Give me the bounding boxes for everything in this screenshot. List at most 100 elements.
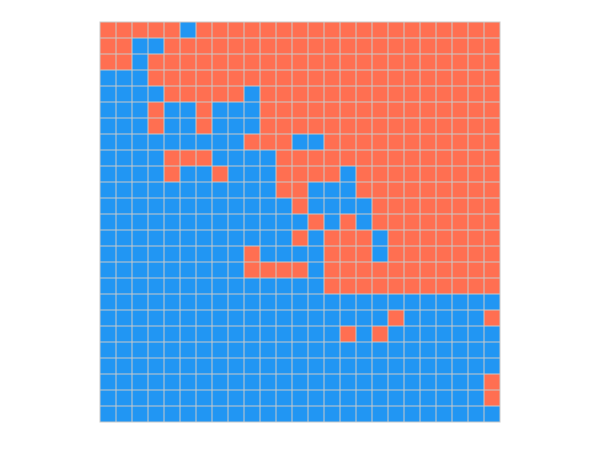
cell <box>99 357 117 375</box>
cell <box>179 325 197 343</box>
cell <box>307 85 325 103</box>
cell <box>323 229 341 247</box>
cell <box>115 325 133 343</box>
cell <box>227 389 245 407</box>
cell <box>323 341 341 359</box>
cell <box>403 149 421 167</box>
cell <box>419 309 437 327</box>
cell <box>419 165 437 183</box>
cell <box>435 357 453 375</box>
cell <box>467 325 485 343</box>
cell <box>163 405 181 423</box>
cell <box>243 213 261 231</box>
cell <box>259 133 277 151</box>
cell <box>275 53 293 71</box>
cell <box>387 405 405 423</box>
cell <box>163 277 181 295</box>
cell <box>339 309 357 327</box>
cell <box>403 213 421 231</box>
cell <box>307 389 325 407</box>
cell <box>131 341 149 359</box>
cell <box>179 85 197 103</box>
cell <box>435 165 453 183</box>
cell <box>195 293 213 311</box>
cell <box>483 149 501 167</box>
cell <box>115 21 133 39</box>
cell <box>275 133 293 151</box>
cell <box>387 229 405 247</box>
cell <box>371 309 389 327</box>
cell <box>451 69 469 87</box>
cell <box>211 85 229 103</box>
cell <box>115 149 133 167</box>
cell <box>291 405 309 423</box>
cell <box>99 53 117 71</box>
cell <box>419 405 437 423</box>
cell <box>323 261 341 279</box>
cell <box>163 85 181 103</box>
cell <box>483 133 501 151</box>
cell <box>371 197 389 215</box>
cell <box>355 389 373 407</box>
cell <box>291 181 309 199</box>
cell <box>483 85 501 103</box>
cell <box>483 165 501 183</box>
cell <box>435 277 453 295</box>
cell <box>195 69 213 87</box>
cell <box>243 21 261 39</box>
cell <box>99 389 117 407</box>
cell <box>259 261 277 279</box>
cell <box>179 181 197 199</box>
cell <box>115 357 133 375</box>
cell <box>371 293 389 311</box>
cell <box>243 293 261 311</box>
cell <box>419 357 437 375</box>
cell <box>147 37 165 55</box>
cell <box>403 373 421 391</box>
cell <box>275 85 293 103</box>
cell <box>435 85 453 103</box>
cell <box>323 85 341 103</box>
cell <box>435 181 453 199</box>
cell <box>179 373 197 391</box>
cell <box>403 133 421 151</box>
cell <box>435 213 453 231</box>
cell <box>371 69 389 87</box>
cell <box>451 389 469 407</box>
cell <box>163 325 181 343</box>
cell <box>403 197 421 215</box>
cell <box>307 245 325 263</box>
cell <box>243 325 261 343</box>
cell <box>339 325 357 343</box>
cell <box>307 69 325 87</box>
cell <box>163 149 181 167</box>
cell <box>483 373 501 391</box>
cell <box>451 37 469 55</box>
cell <box>99 21 117 39</box>
cell <box>211 277 229 295</box>
cell <box>131 293 149 311</box>
cell <box>451 101 469 119</box>
cell <box>259 309 277 327</box>
cell <box>227 165 245 183</box>
cell <box>195 197 213 215</box>
cell <box>291 37 309 55</box>
cell <box>131 405 149 423</box>
cell <box>115 165 133 183</box>
cell <box>227 181 245 199</box>
cell <box>195 341 213 359</box>
cell <box>115 133 133 151</box>
cell <box>211 325 229 343</box>
cell <box>163 357 181 375</box>
cell <box>163 293 181 311</box>
cell <box>435 373 453 391</box>
cell <box>211 197 229 215</box>
cell <box>131 277 149 295</box>
cell <box>259 37 277 55</box>
cell <box>307 325 325 343</box>
cell <box>467 357 485 375</box>
cell <box>419 181 437 199</box>
cell <box>403 21 421 39</box>
cell <box>323 149 341 167</box>
cell <box>355 85 373 103</box>
